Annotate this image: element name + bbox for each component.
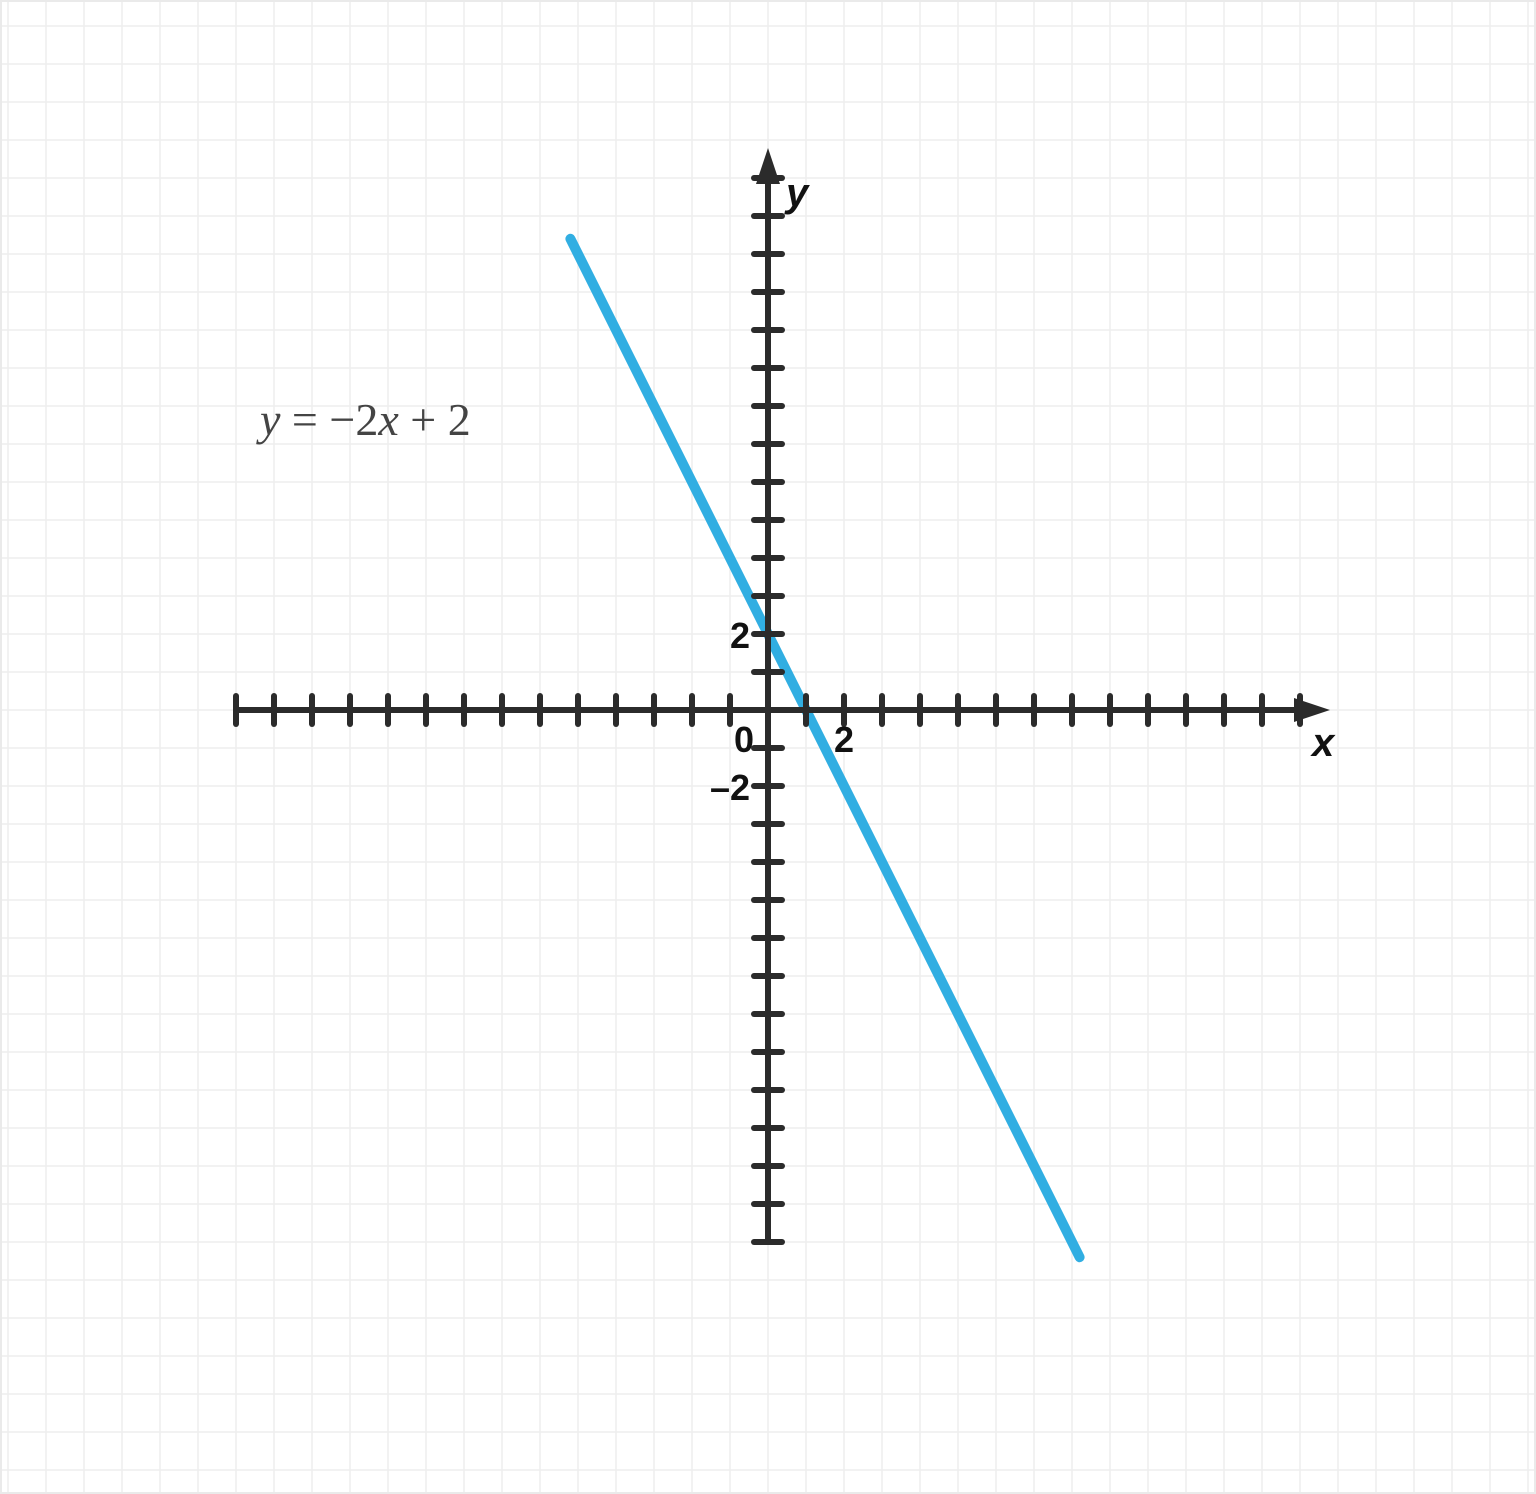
chart-svg: x y 0 2 2 –2 y = −2x + 2: [0, 0, 1536, 1494]
tick-label-y-2: 2: [730, 615, 750, 656]
equation-label: y = −2x + 2: [256, 394, 471, 445]
tick-label-x-2: 2: [834, 719, 854, 760]
tick-label-origin: 0: [734, 719, 754, 760]
tick-label-y-neg2: –2: [710, 767, 750, 808]
linear-graph-chart: x y 0 2 2 –2 y = −2x + 2: [0, 0, 1536, 1494]
y-axis-label: y: [784, 171, 810, 215]
x-axis-label: x: [1310, 721, 1336, 765]
